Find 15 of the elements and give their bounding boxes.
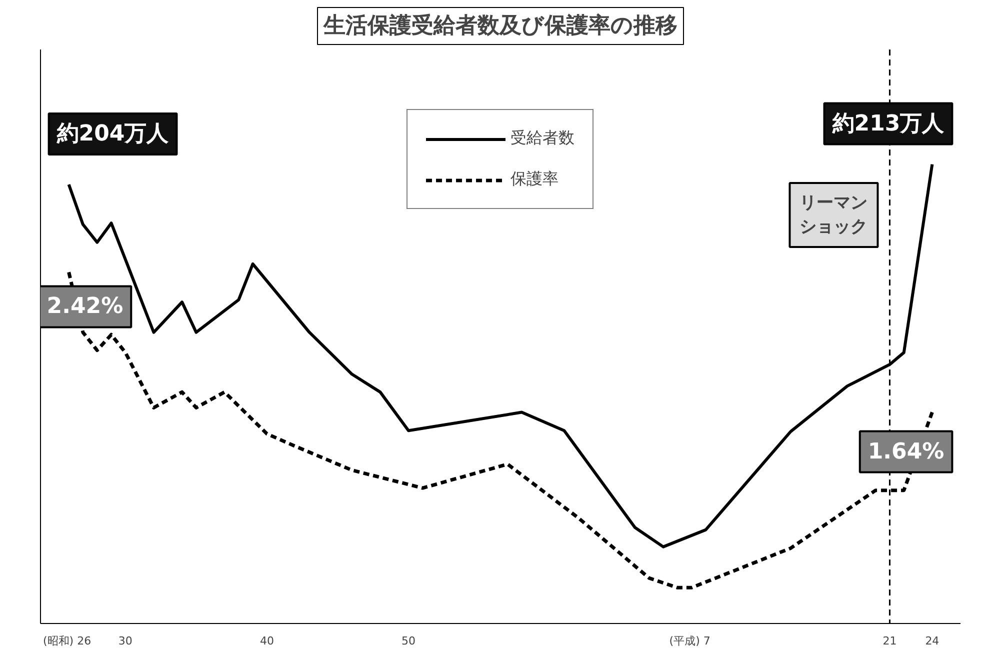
legend-label: 保護率 — [510, 169, 558, 190]
x-tick-label: 50 — [402, 634, 416, 648]
x-tick-label: 24 — [925, 634, 940, 648]
x-tick-label: 40 — [260, 634, 274, 648]
annotation: 約213万人 — [831, 111, 946, 136]
annotation: 1.64% — [868, 439, 944, 464]
x-tick-label: (昭和) 26 — [43, 634, 92, 648]
x-tick-label: 30 — [118, 634, 132, 648]
legend-label: 受給者数 — [510, 128, 574, 149]
x-tick-label: 21 — [882, 634, 897, 648]
annotation: 約204万人 — [56, 122, 170, 147]
annotation: 2.42% — [46, 294, 124, 320]
chart-title: 生活保護受給者数及び保護率の推移 — [322, 12, 678, 38]
ref-line-label: リーマンショック — [800, 192, 868, 237]
x-tick-label: (平成) 7 — [669, 634, 710, 648]
